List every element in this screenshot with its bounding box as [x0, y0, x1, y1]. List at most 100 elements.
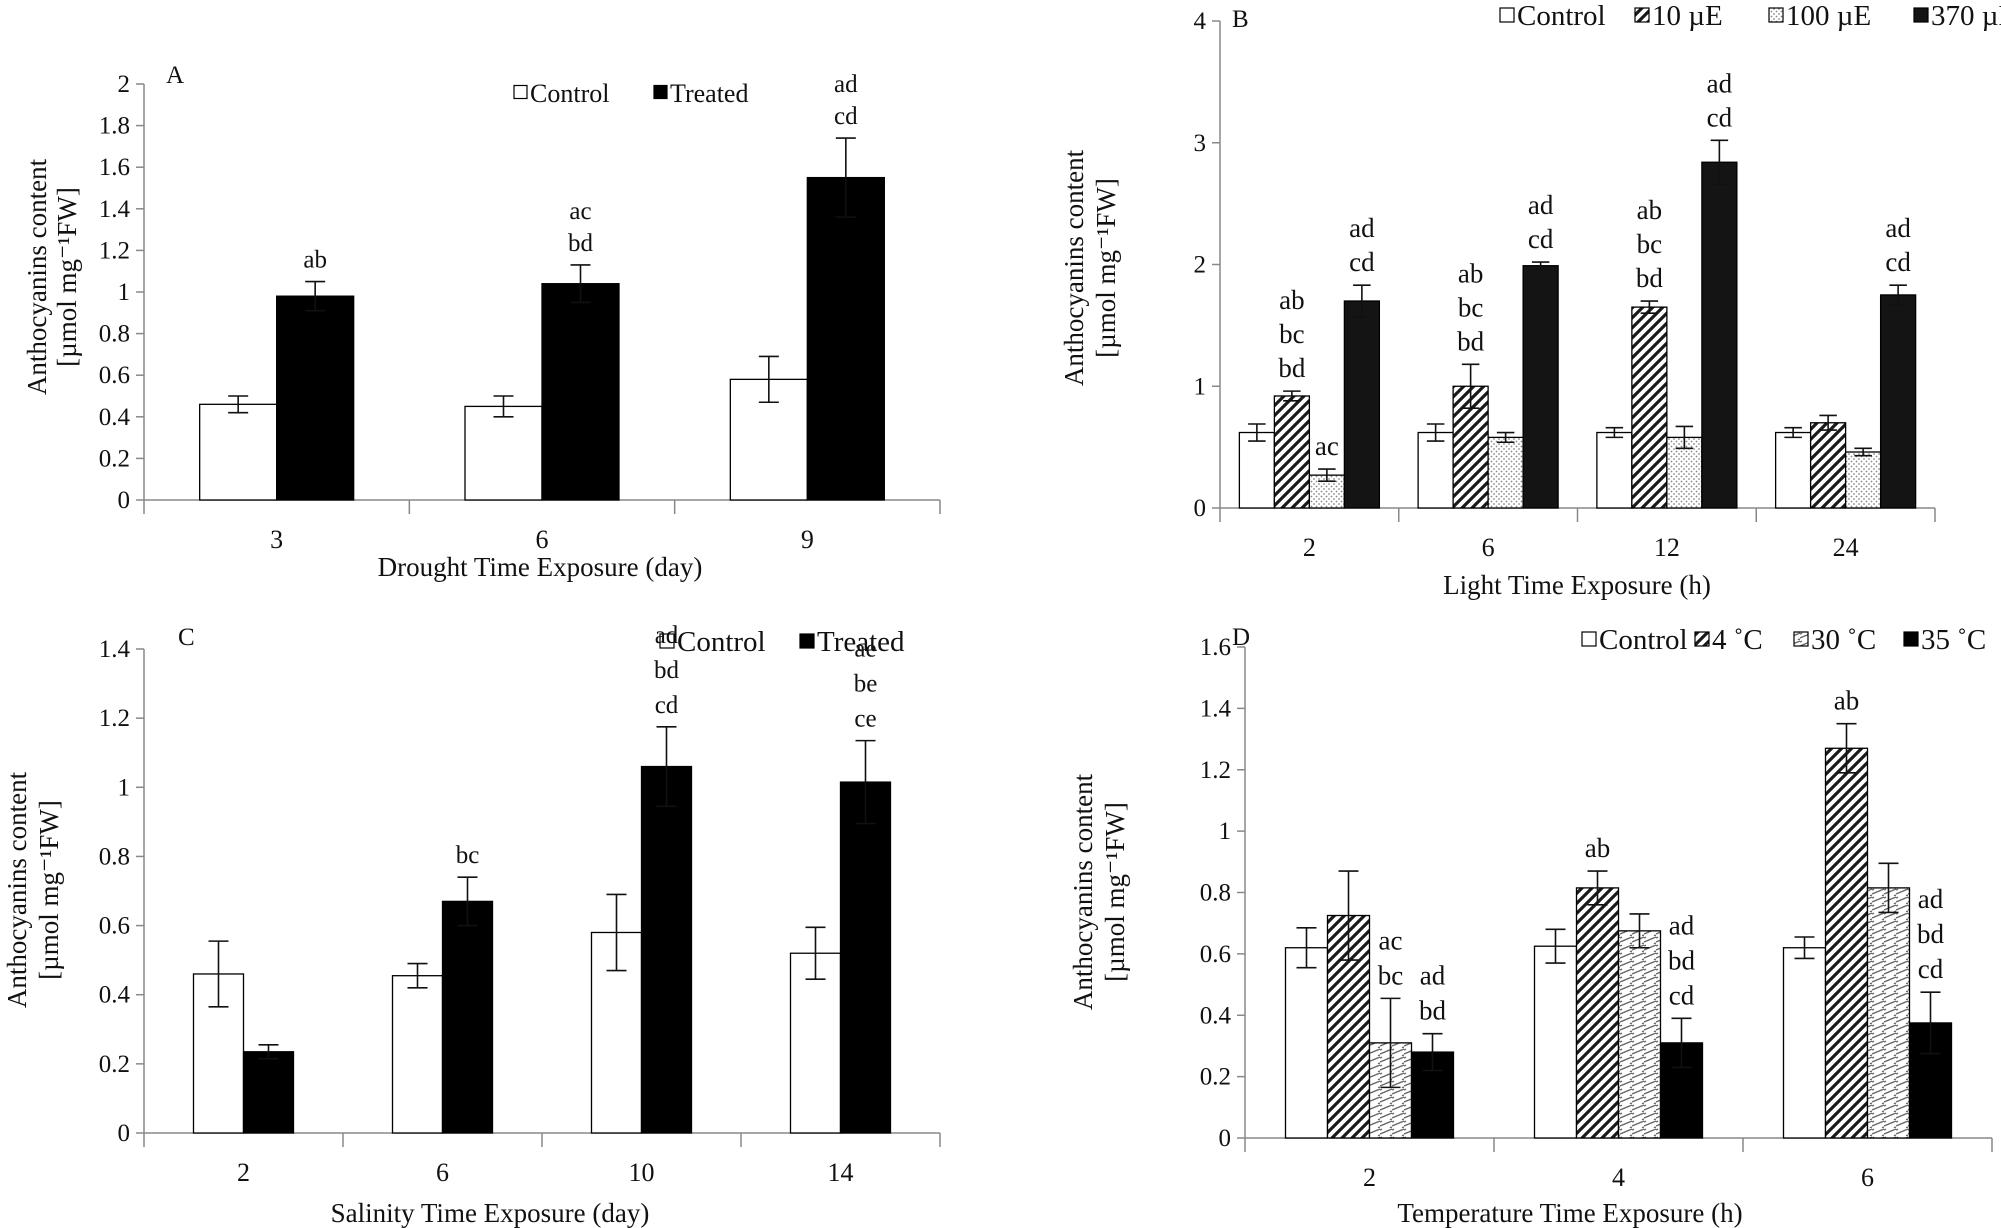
- legend-swatch-d: [1694, 631, 1710, 647]
- y-tick-label-a: 0.6: [99, 362, 130, 389]
- y-tick-label-a: 1.2: [99, 237, 130, 264]
- legend-label-c: Treated: [817, 626, 905, 658]
- significance-annotation-b: ad: [1707, 68, 1733, 98]
- error-bar-b: [1710, 139, 1729, 185]
- y-tick-label-a: 0: [118, 487, 131, 514]
- significance-annotation-c: bc: [456, 842, 480, 869]
- bar-c-treated-14: [839, 781, 892, 1134]
- y-tick-label-a: 1.8: [99, 113, 130, 140]
- y-tick-label-d: 0: [1219, 1125, 1232, 1152]
- significance-annotation-a: ad: [834, 71, 858, 98]
- y-tick-label-c: 0.2: [99, 1051, 130, 1078]
- error-bar-c: [855, 739, 876, 825]
- error-bar-b: [1854, 447, 1872, 457]
- legend-swatch-b: [1768, 7, 1784, 23]
- significance-annotation-d: ab: [1834, 686, 1859, 716]
- y-tick-label-c: 0.6: [99, 913, 130, 940]
- significance-annotation-b: cd: [1528, 224, 1554, 254]
- error-bar-b: [1784, 426, 1802, 439]
- x-tick-label-d: 4: [1612, 1163, 1625, 1192]
- bar-b-370-e-2: [1343, 300, 1381, 509]
- significance-annotation-b: bc: [1458, 292, 1484, 322]
- significance-annotation-d: cd: [1669, 980, 1695, 1010]
- significance-annotation-b: bc: [1279, 319, 1305, 349]
- bar-b-10-e-12: [1631, 306, 1668, 509]
- legend-label-c: Control: [677, 626, 766, 658]
- y-tick-label-a: 0.4: [99, 404, 131, 431]
- x-tick-label-b: 24: [1833, 533, 1859, 562]
- bar-c-control-14: [789, 952, 842, 1134]
- significance-annotation-a: cd: [834, 103, 858, 130]
- legend-swatch-d: [1903, 631, 1919, 647]
- significance-annotation-d: bd: [1668, 945, 1696, 975]
- y-axis-label-d-line1: Anthocyanins content: [1068, 773, 1098, 1010]
- significance-annotation-b: bc: [1637, 229, 1663, 259]
- legend-swatch-d: [1581, 631, 1597, 647]
- y-tick-label-a: 0.2: [99, 445, 130, 472]
- error-bar-b: [1318, 468, 1336, 483]
- significance-annotation-b: ac: [1315, 431, 1339, 461]
- significance-annotation-c: ad: [655, 622, 679, 649]
- panel-label-d: D: [1232, 624, 1250, 651]
- y-axis-label-c-line1: Anthocyanins content: [2, 771, 32, 1008]
- legend-d: Control 4 ˚C 30 ˚C 35 ˚C: [1581, 624, 1986, 656]
- significance-annotation-b: ab: [1458, 258, 1483, 288]
- significance-annotation-b: bd: [1457, 326, 1485, 356]
- bar-c-treated-2: [242, 1051, 295, 1134]
- plot-c: 0 0.2 0.4 0.6 0.8 1 1.2 1.4 2 6 10 14 bc ad bd cd ae be ce: [99, 622, 941, 1187]
- y-tick-label-d: 0.2: [1200, 1064, 1231, 1091]
- legend-swatch-a: [513, 84, 528, 100]
- panel-label-a: A: [166, 62, 184, 89]
- bar-d-30-c-6: [1866, 887, 1911, 1139]
- significance-annotation-d: bd: [1917, 919, 1945, 949]
- error-bar-c: [208, 940, 229, 1008]
- legend-a: Control Treated: [513, 79, 748, 108]
- bar-d-35-c-2: [1410, 1051, 1455, 1139]
- y-axis-label-c-line2: [µmol mg⁻¹FW]: [34, 800, 64, 980]
- bar-b-370-e-24: [1879, 294, 1917, 509]
- significance-annotation-d: ad: [1918, 884, 1944, 914]
- legend-label-d: Control: [1599, 624, 1688, 656]
- legend-c: Control Treated: [659, 626, 905, 658]
- x-tick-label-a: 6: [536, 525, 549, 554]
- x-tick-label-d: 2: [1363, 1163, 1376, 1192]
- significance-annotation-b: ad: [1528, 190, 1554, 220]
- bar-a-treated-3: [276, 295, 355, 501]
- y-tick-label-a: 1.4: [99, 196, 131, 223]
- significance-annotation-a: ac: [569, 198, 591, 225]
- bar-d-control-2: [1284, 947, 1329, 1139]
- legend-swatch-b: [1913, 7, 1929, 23]
- significance-annotation-d: bd: [1419, 996, 1447, 1026]
- y-tick-label-a: 1.6: [99, 154, 130, 181]
- error-bar-d: [1878, 862, 1899, 914]
- error-bar-d: [1545, 928, 1566, 964]
- significance-annotation-d: ab: [1585, 833, 1610, 863]
- error-bar-c: [656, 725, 677, 808]
- y-tick-label-c: 0.4: [99, 982, 131, 1009]
- legend-swatch-a: [653, 84, 668, 100]
- y-tick-label-b: 3: [1194, 130, 1207, 157]
- legend-swatch-c: [799, 633, 815, 649]
- panel-label-c: C: [178, 624, 195, 651]
- y-tick-label-b: 0: [1194, 495, 1207, 522]
- y-tick-label-a: 0.8: [99, 321, 130, 348]
- error-bar-b: [1353, 284, 1371, 318]
- significance-annotation-b: cd: [1885, 247, 1911, 277]
- legend-swatch-c: [659, 633, 675, 649]
- x-tick-label-d: 6: [1861, 1163, 1874, 1192]
- bar-c-treated-6: [441, 900, 494, 1134]
- significance-annotation-d: cd: [1918, 954, 1944, 984]
- significance-annotation-b: ad: [1349, 213, 1375, 243]
- error-bar-d: [1920, 991, 1941, 1055]
- y-tick-label-b: 1: [1194, 373, 1207, 400]
- error-bar-c: [407, 962, 428, 989]
- y-tick-label-a: 2: [118, 71, 131, 98]
- x-tick-label-b: 2: [1303, 533, 1316, 562]
- significance-annotation-c: be: [854, 671, 878, 698]
- y-tick-label-d: 0.6: [1200, 941, 1231, 968]
- error-bar-a: [758, 355, 779, 404]
- x-tick-label-c: 2: [237, 1158, 250, 1187]
- error-bar-c: [457, 876, 478, 927]
